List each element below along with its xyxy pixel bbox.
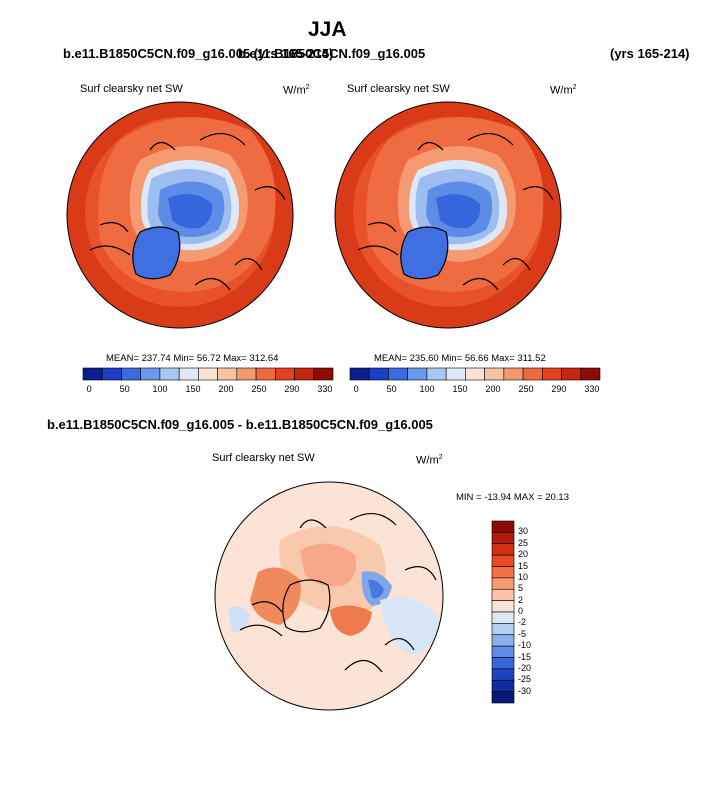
colorbar-tick-label: 100	[419, 384, 435, 394]
colorbar-tick-label: 200	[218, 384, 234, 394]
colorbar-tick-label: 50	[386, 384, 397, 394]
panel3-variable-title: Surf clearsky net SW	[212, 452, 315, 464]
panel1-colorbar	[82, 367, 334, 381]
colorbar-swatch	[491, 543, 515, 556]
panel2-stats: MEAN= 235.60 Min= 56.66 Max= 311.52	[374, 353, 546, 364]
colorbar-tick-label: 0	[518, 606, 524, 616]
colorbar-tick-label: -5	[518, 628, 527, 639]
colorbar-tick-label: 0	[86, 384, 92, 394]
colorbar-tick-label: 250	[518, 384, 534, 394]
panel3-units: W/m2	[416, 454, 443, 467]
colorbar-tick-label: 150	[185, 384, 201, 394]
colorbar-tick-label: 100	[152, 384, 168, 394]
colorbar-swatch	[491, 645, 515, 658]
colorbar-tick-label: 290	[551, 384, 567, 394]
colorbar-tick-label: 50	[119, 384, 130, 394]
colorbar-tick-label: 10	[518, 571, 529, 582]
colorbar-tick-label: -2	[518, 617, 527, 628]
colorbar-swatch	[491, 657, 515, 670]
case-name-right: b.e11.B1850C5CN.f09_g16.005	[238, 46, 426, 61]
colorbar-tick-label: 5	[518, 583, 524, 594]
colorbar-tick-label: 330	[584, 384, 600, 394]
colorbar-swatch	[491, 623, 515, 636]
colorbar-tick-label: 330	[317, 384, 333, 394]
colorbar-tick-label: 250	[251, 384, 267, 394]
case-years-right: (yrs 165-214)	[610, 46, 690, 61]
panel3-colorbar	[491, 520, 515, 704]
colorbar-tick-label: 2	[518, 594, 524, 605]
colorbar-tick-label: 0	[353, 384, 359, 394]
colorbar-tick-label: 290	[284, 384, 300, 394]
panel3-stats: MIN = -13.94 MAX = 20.13	[456, 492, 570, 503]
colorbar-swatch	[580, 367, 601, 381]
panel1-stats: MEAN= 237.74 Min= 56.72 Max= 312.64	[106, 353, 279, 364]
panel1-variable-title: Surf clearsky net SW	[80, 83, 183, 95]
colorbar-swatch	[491, 634, 515, 647]
colorbar-tick-label: -10	[518, 640, 532, 651]
colorbar-swatch	[491, 577, 515, 590]
colorbar-swatch	[491, 691, 515, 704]
colorbar-swatch	[491, 600, 515, 613]
colorbar-tick-label: -30	[518, 685, 532, 696]
colorbar-swatch	[313, 367, 334, 381]
colorbar-tick-label: 150	[452, 384, 468, 394]
colorbar-tick-label: 25	[518, 537, 529, 548]
colorbar-tick-label: -25	[518, 674, 532, 685]
colorbar-swatch	[491, 554, 515, 567]
page-title: JJA	[308, 18, 347, 41]
panel2-units: W/m2	[550, 84, 577, 97]
colorbar-tick-label: -20	[518, 662, 532, 673]
colorbar-tick-label: -15	[518, 651, 532, 662]
difference-title: b.e11.B1850C5CN.f09_g16.005 - b.e11.B185…	[47, 417, 433, 432]
colorbar-swatch	[491, 611, 515, 624]
colorbar-tick-label: 15	[518, 560, 529, 571]
colorbar-swatch	[491, 679, 515, 692]
colorbar-swatch	[491, 520, 515, 533]
colorbar-swatch	[491, 588, 515, 601]
colorbar-tick-label: 30	[518, 526, 529, 537]
panel2-variable-title: Surf clearsky net SW	[347, 83, 450, 95]
panel2-colorbar	[349, 367, 601, 381]
colorbar-tick-label: 200	[485, 384, 501, 394]
colorbar-swatch	[491, 668, 515, 681]
case-name-left: b.e11.B1850C5CN.f09_g16.005 (yrs 165-214…	[63, 46, 334, 61]
colorbar-swatch	[491, 532, 515, 545]
colorbar-swatch	[491, 566, 515, 579]
panel1-units: W/m2	[283, 84, 310, 97]
colorbar-tick-label: 20	[518, 549, 529, 560]
